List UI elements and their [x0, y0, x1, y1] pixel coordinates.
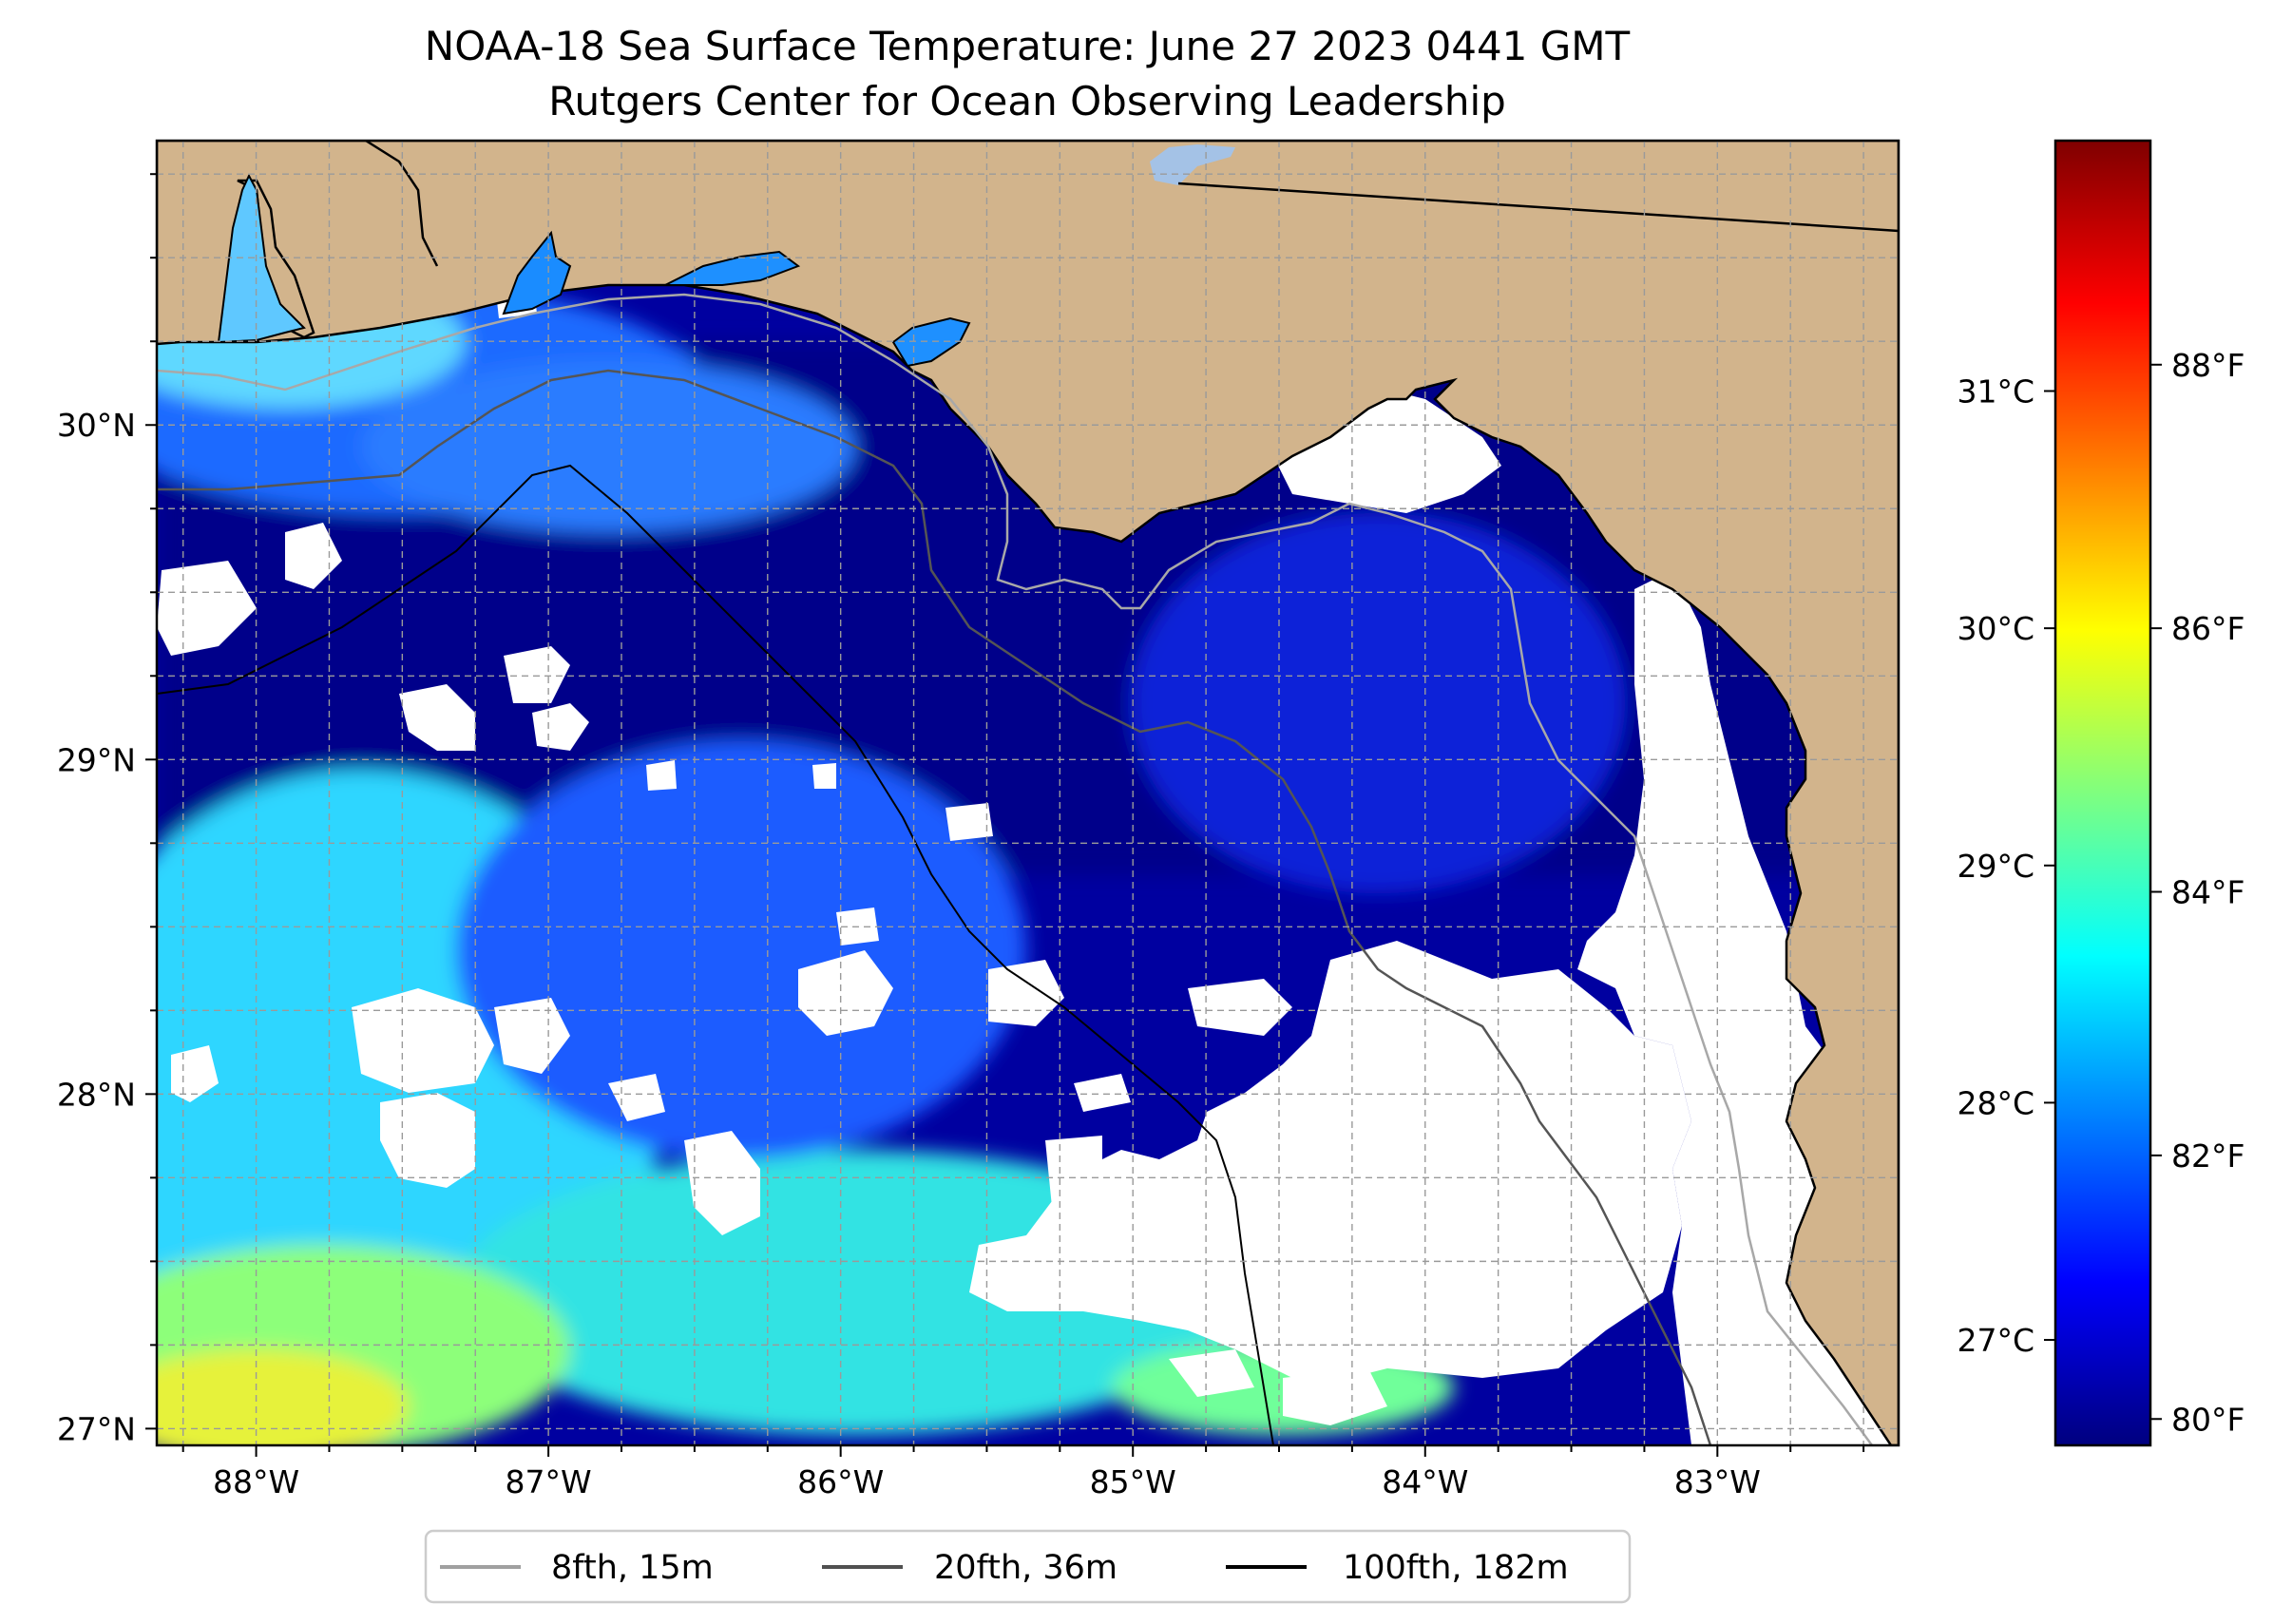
- cloud-central-5: [945, 803, 993, 841]
- lon-axis: 88°W 87°W 86°W 85°W 84°W 83°W: [181, 1445, 1865, 1500]
- cloud-south-1: [1283, 1368, 1387, 1425]
- lon-tick-label: 88°W: [213, 1463, 299, 1500]
- map-frame: [155, 139, 1900, 1447]
- title-line-1: NOAA-18 Sea Surface Temperature: June 27…: [425, 23, 1631, 69]
- legend-label-8fth: 8fth, 15m: [551, 1549, 714, 1587]
- lon-tick-label: 84°W: [1382, 1463, 1468, 1500]
- cloud-central-9: [812, 763, 836, 789]
- sst-yellow-region-sw: [157, 1349, 409, 1445]
- cloud-central-4: [1188, 979, 1292, 1036]
- cloud-big-east: [969, 941, 1691, 1387]
- colorbar-f-label: 86°F: [2171, 610, 2244, 647]
- colorbar-c-label: 29°C: [1957, 848, 2034, 885]
- gridlines: [157, 141, 1899, 1445]
- lon-tick-label: 86°W: [797, 1463, 884, 1500]
- contour-8fth-15m: [157, 293, 1874, 1445]
- contour-100fth-182m: [157, 464, 1274, 1445]
- choctawhatchee-bay: [664, 250, 801, 286]
- legend-frame: [424, 1529, 1632, 1604]
- title-line-2: Rutgers Center for Ocean Observing Leade…: [548, 78, 1506, 124]
- land-northern-coast: [157, 141, 1899, 1445]
- cloud-central-7: [1045, 1136, 1102, 1235]
- colorbar-f-label: 82°F: [2171, 1137, 2244, 1175]
- lon-tick-label: 87°W: [506, 1463, 592, 1500]
- cloud-central-8: [646, 760, 677, 791]
- cloud-south-2: [1169, 1349, 1254, 1397]
- depth-contours: [157, 293, 1874, 1445]
- lat-tick-label: 27°N: [57, 1410, 136, 1447]
- colorbar-c-label: 28°C: [1957, 1084, 2034, 1121]
- lat-axis: 27°N 28°N 29°N 30°N: [57, 173, 157, 1447]
- colorbar-bar: [2053, 139, 2152, 1447]
- pensacola-bay: [502, 230, 572, 315]
- colorbar-f-label: 88°F: [2171, 347, 2244, 384]
- cloud-west-3: [399, 684, 475, 751]
- state-border-al-fl: [365, 141, 439, 267]
- sst-blue-region-central: [456, 741, 1026, 1159]
- inland-water: [217, 144, 1235, 368]
- cloud-central-3: [988, 960, 1064, 1026]
- cloud-central-6: [1074, 1074, 1131, 1112]
- lon-tick-label: 85°W: [1090, 1463, 1176, 1500]
- cloud-west-5: [532, 703, 589, 751]
- colorbar-c-label: 31°C: [1957, 373, 2034, 411]
- legend: 8fth, 15m 20fth, 36m 100fth, 182m: [424, 1529, 1632, 1604]
- legend-label-20fth: 20fth, 36m: [934, 1549, 1117, 1587]
- lake-seminole: [1150, 144, 1235, 185]
- colorbar-f-label: 80°F: [2171, 1401, 2244, 1438]
- cloud-sw-3: [380, 1093, 475, 1188]
- cloud-west-4: [504, 646, 570, 703]
- mobile-bay: [217, 173, 306, 344]
- colorbar-celsius-axis: 27°C 28°C 29°C 30°C 31°C: [1957, 373, 2055, 1359]
- cloud-sw-5: [684, 1131, 760, 1235]
- cloud-sw-6: [608, 1074, 665, 1121]
- map-panel: [157, 141, 1899, 1445]
- legend-label-100fth: 100fth, 182m: [1343, 1549, 1569, 1587]
- cloud-west-1: [285, 523, 342, 589]
- state-border: [1177, 182, 1899, 233]
- colorbar-c-label: 27°C: [1957, 1322, 2034, 1359]
- lat-tick-label: 30°N: [57, 407, 136, 444]
- colorbar-fahrenheit-axis: 80°F 82°F 84°F 86°F 88°F: [2150, 347, 2244, 1438]
- contour-20fth-36m: [157, 369, 1712, 1445]
- cloud-sw-2: [494, 998, 570, 1074]
- colorbar-f-label: 84°F: [2171, 874, 2244, 911]
- sst-blue-region-north: [361, 361, 855, 532]
- colorbar-c-label: 30°C: [1957, 610, 2034, 647]
- cloud-west-2: [157, 561, 257, 656]
- land: [157, 141, 1899, 1445]
- st-andrews-bay: [891, 316, 971, 368]
- lat-tick-label: 29°N: [57, 741, 136, 778]
- cloud-central-1: [798, 950, 893, 1036]
- lon-tick-label: 83°W: [1674, 1463, 1761, 1500]
- sst-blue-region-east: [1131, 513, 1625, 893]
- lat-tick-label: 28°N: [57, 1076, 136, 1113]
- cloud-sw-1: [352, 988, 494, 1093]
- colorbar: 27°C 28°C 29°C 30°C 31°C 80°F 82°F 84°F 86°F 88°…: [1957, 139, 2244, 1447]
